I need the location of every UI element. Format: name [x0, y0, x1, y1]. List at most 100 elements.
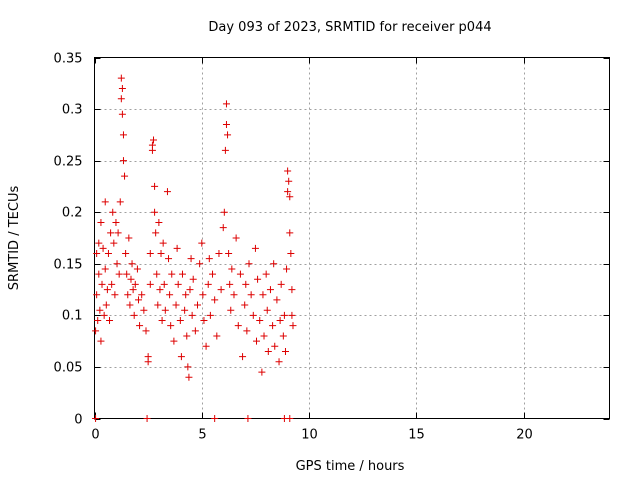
data-point	[189, 275, 197, 283]
data-point	[178, 270, 186, 278]
data-point	[222, 121, 230, 129]
data-point	[168, 270, 176, 278]
data-point	[103, 286, 111, 294]
data-point	[130, 311, 138, 319]
data-point	[191, 327, 199, 335]
y-tick-label: 0.35	[54, 52, 83, 67]
data-point	[225, 249, 233, 257]
data-point	[117, 95, 125, 103]
data-point	[181, 306, 189, 314]
data-point	[263, 306, 271, 314]
data-point	[146, 280, 154, 288]
data-point	[211, 296, 219, 304]
data-point	[269, 322, 277, 330]
y-tick-label: 0.25	[54, 155, 83, 170]
data-point	[244, 415, 252, 422]
data-point	[288, 286, 296, 294]
data-point	[279, 332, 287, 340]
data-point	[113, 260, 121, 268]
data-point	[108, 280, 116, 288]
data-point	[230, 291, 238, 299]
data-point	[118, 110, 126, 118]
data-point	[199, 291, 207, 299]
data-point	[275, 358, 283, 366]
data-point	[177, 353, 185, 361]
data-point	[129, 286, 137, 294]
y-tick-label: 0.2	[62, 206, 83, 221]
data-point	[206, 311, 214, 319]
data-point	[281, 347, 289, 355]
data-point	[286, 229, 294, 237]
data-point	[92, 327, 100, 335]
data-point	[266, 286, 274, 294]
data-point	[170, 337, 178, 345]
data-point	[224, 131, 232, 139]
data-point	[239, 353, 247, 361]
data-point	[165, 255, 173, 263]
data-point	[133, 265, 141, 273]
data-point	[209, 270, 217, 278]
data-point	[253, 337, 261, 345]
data-point	[227, 306, 235, 314]
x-tick-label: 20	[516, 428, 533, 443]
data-point	[112, 219, 120, 227]
data-point	[128, 260, 136, 268]
data-point	[270, 260, 278, 268]
data-point	[173, 244, 181, 252]
data-point	[110, 239, 118, 247]
data-point	[285, 177, 293, 185]
data-point	[183, 332, 191, 340]
data-point	[142, 327, 150, 335]
x-tick-label: 0	[91, 428, 99, 443]
data-point	[277, 280, 285, 288]
data-point	[101, 198, 109, 206]
data-point	[118, 84, 126, 92]
data-point	[98, 280, 106, 288]
data-point	[226, 280, 234, 288]
data-point	[116, 198, 124, 206]
y-tick-label: 0.15	[54, 258, 83, 273]
data-point	[220, 208, 228, 216]
data-point	[176, 317, 184, 325]
data-point	[122, 249, 130, 257]
data-point	[159, 239, 167, 247]
data-point	[242, 280, 250, 288]
data-point	[215, 249, 223, 257]
data-point	[172, 301, 180, 309]
data-point	[151, 208, 159, 216]
data-point	[264, 347, 272, 355]
data-point	[104, 249, 112, 257]
data-point	[125, 234, 133, 242]
data-point	[258, 368, 266, 376]
x-tick-label: 5	[198, 428, 206, 443]
data-point	[151, 182, 159, 190]
data-point	[158, 317, 166, 325]
y-tick-label: 0.05	[54, 361, 83, 376]
data-point	[182, 291, 190, 299]
data-point	[119, 157, 127, 165]
data-point	[186, 286, 194, 294]
data-point	[99, 244, 107, 252]
data-point	[121, 172, 129, 180]
data-point	[101, 265, 109, 273]
data-point	[217, 286, 225, 294]
data-point	[100, 311, 108, 319]
data-point	[146, 249, 154, 257]
data-point	[251, 244, 259, 252]
data-point	[200, 317, 208, 325]
data-point	[154, 301, 162, 309]
data-point	[126, 301, 134, 309]
data-point	[234, 322, 242, 330]
data-point	[287, 249, 295, 257]
data-point	[95, 239, 103, 247]
data-point	[107, 229, 115, 237]
data-point	[97, 337, 105, 345]
data-point	[286, 415, 294, 422]
data-point	[166, 291, 174, 299]
y-tick-labels: 0 0.05 0.1 0.15 0.2 0.25 0.3 0.35	[54, 52, 83, 428]
data-point	[131, 280, 139, 288]
chart-title: Day 093 of 2023, SRMTID for receiver p04…	[208, 20, 491, 35]
data-point	[228, 265, 236, 273]
plot-frame	[94, 57, 610, 419]
